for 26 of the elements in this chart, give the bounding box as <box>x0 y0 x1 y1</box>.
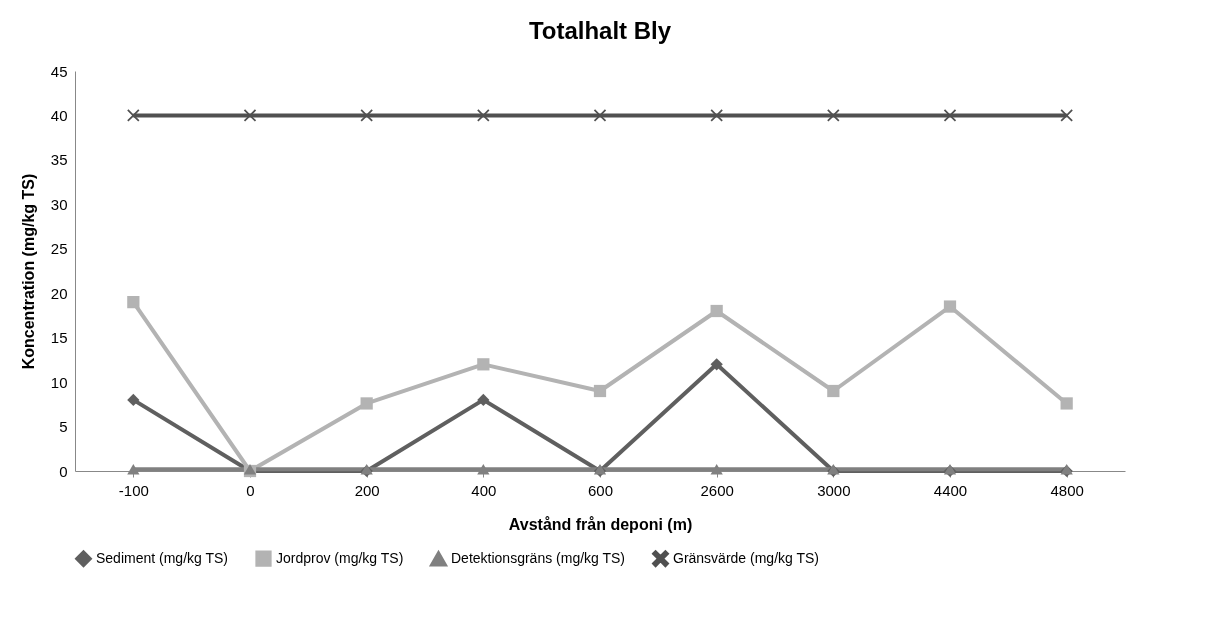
y-tick-label: 25 <box>50 240 68 258</box>
y-tick-label: 20 <box>50 284 68 302</box>
x-tick-label: 400 <box>471 481 497 499</box>
legend-label: Gränsvärde (mg/kg TS) <box>673 549 820 566</box>
legend-label: Detektionsgräns (mg/kg TS) <box>451 550 626 567</box>
x-tick-label: 2600 <box>700 481 734 499</box>
chart-title: Totalhalt Bly <box>528 17 672 44</box>
y-tick-label: 0 <box>59 462 68 480</box>
legend-label: Sediment (mg/kg TS) <box>96 549 229 566</box>
y-tick-label: 10 <box>50 373 68 391</box>
x-tick-label: 4400 <box>933 481 968 499</box>
y-axis-title: Koncentration (mg/kg TS) <box>19 173 37 370</box>
x-tick-label: 4800 <box>1050 481 1084 499</box>
x-tick-label: 200 <box>354 481 380 499</box>
x-tick-label: 3000 <box>817 481 851 499</box>
y-tick-label: 35 <box>50 151 68 169</box>
x-tick-label: 600 <box>587 481 614 499</box>
y-tick-label: 5 <box>59 418 68 436</box>
x-tick-label: -100 <box>118 481 149 499</box>
y-tick-label: 40 <box>50 106 68 124</box>
y-tick-label: 15 <box>50 329 68 347</box>
y-tick-label: 30 <box>50 195 68 213</box>
x-axis-title: Avstånd från deponi (m) <box>508 515 693 533</box>
y-tick-label: 45 <box>50 62 68 80</box>
legend-label: Jordprov (mg/kg TS) <box>276 549 404 566</box>
x-tick-label: 0 <box>246 481 255 499</box>
